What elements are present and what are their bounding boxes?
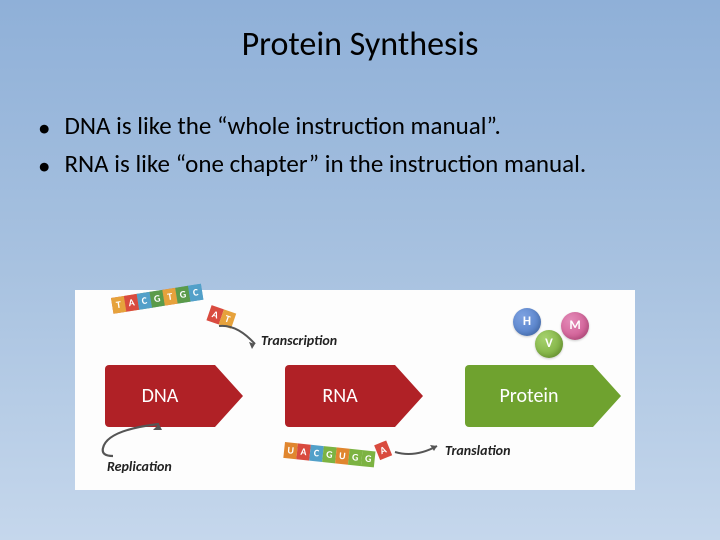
bullet-dot-icon: • bbox=[38, 111, 50, 145]
amino-letter: H bbox=[523, 314, 531, 329]
dna-label: DNA bbox=[142, 384, 179, 408]
slide-title: Protein Synthesis bbox=[0, 0, 720, 65]
amino-circle-m: M bbox=[561, 312, 589, 340]
bullet-dot-icon: • bbox=[38, 149, 50, 183]
bullet-item: • RNA is like “one chapter” in the instr… bbox=[38, 147, 682, 183]
rna-label: RNA bbox=[322, 384, 357, 408]
bullet-text: DNA is like the “whole instruction manua… bbox=[64, 109, 500, 143]
amino-letter: M bbox=[569, 318, 580, 333]
arrow-rna-translation-icon bbox=[391, 432, 445, 462]
transcription-label: Transcription bbox=[261, 332, 337, 349]
amino-letter: V bbox=[545, 336, 553, 351]
nt: A bbox=[374, 440, 392, 460]
synthesis-diagram: DNA RNA Protein Transcription Translatio… bbox=[75, 290, 635, 490]
replication-arrow-icon bbox=[93, 418, 183, 462]
translation-label: Translation bbox=[445, 442, 510, 459]
arrow-dna-transcription-icon bbox=[215, 320, 265, 360]
nt: G bbox=[361, 450, 376, 467]
dna-strand-bottom: T A C G T G C bbox=[111, 284, 203, 314]
bullet-item: • DNA is like the “whole instruction man… bbox=[38, 109, 682, 145]
nt: C bbox=[188, 284, 203, 302]
amino-circle-h: H bbox=[513, 308, 541, 336]
amino-circle-v: V bbox=[535, 330, 563, 358]
bullet-list: • DNA is like the “whole instruction man… bbox=[38, 109, 682, 183]
bullet-text: RNA is like “one chapter” in the instruc… bbox=[64, 147, 586, 181]
protein-label: Protein bbox=[499, 384, 558, 408]
